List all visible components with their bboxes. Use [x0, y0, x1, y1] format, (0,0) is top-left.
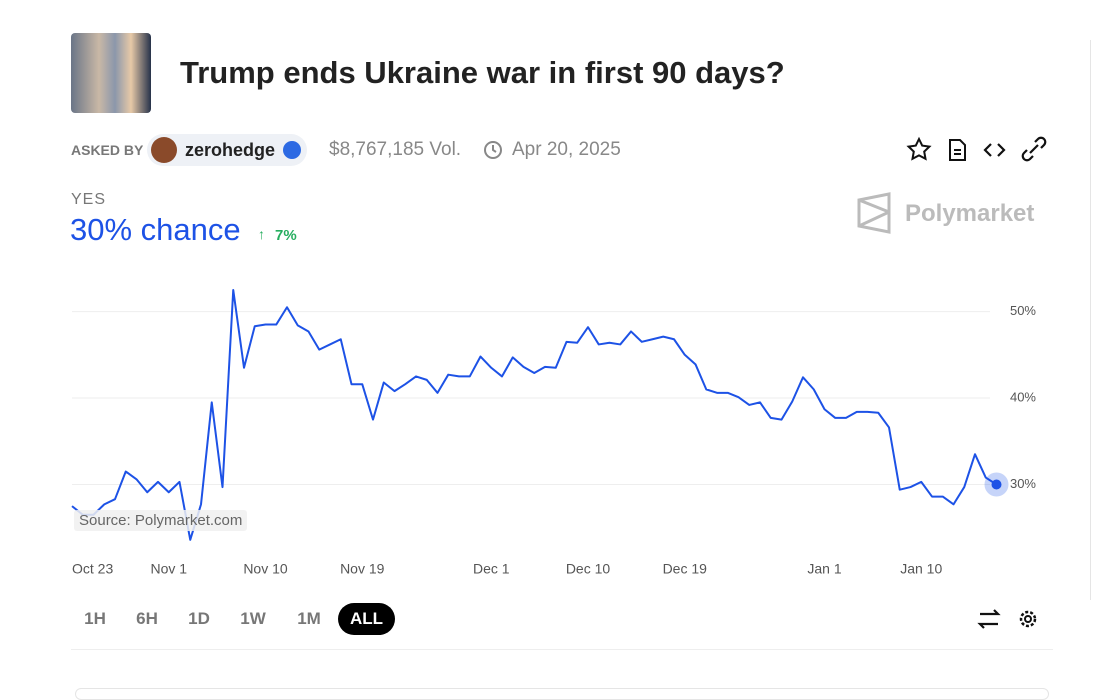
link-icon[interactable] — [1021, 136, 1047, 162]
end-date: Apr 20, 2025 — [512, 139, 621, 160]
chance: 30% chance — [70, 212, 241, 247]
brand-name: Polymarket — [905, 200, 1035, 227]
range-button[interactable]: ALL — [338, 603, 395, 635]
x-tick-label: Jan 1 — [807, 561, 841, 577]
x-tick-label: Oct 23 — [72, 561, 113, 577]
outcome-label: YES — [71, 191, 107, 208]
doc-icon[interactable] — [949, 139, 966, 161]
chart-tools — [977, 609, 1037, 629]
clock-icon — [484, 141, 502, 159]
settings-icon[interactable] — [1019, 610, 1037, 628]
brand-logo — [857, 192, 891, 234]
y-tick-label: 30% — [1010, 476, 1036, 491]
sidebar-edge — [1090, 40, 1091, 600]
range-button[interactable]: 6H — [136, 609, 158, 628]
range-button[interactable]: 1H — [84, 609, 106, 628]
x-tick-label: Jan 10 — [900, 561, 942, 577]
user-name: zerohedge — [185, 140, 276, 160]
change: 7% — [275, 227, 297, 244]
user-chip[interactable]: zerohedge — [147, 134, 307, 166]
market-title: Trump ends Ukraine war in first 90 days? — [180, 55, 785, 90]
range-button[interactable]: 1W — [240, 609, 266, 628]
asked-by: ASKED BY — [71, 142, 144, 158]
market-image — [71, 33, 151, 113]
divider — [71, 649, 1053, 650]
y-tick-label: 50% — [1010, 303, 1036, 318]
y-tick-label: 40% — [1010, 389, 1036, 404]
panel-edge — [75, 688, 1049, 700]
last-point — [991, 479, 1002, 490]
change-arrow: ↑ — [258, 226, 265, 242]
action-icons — [906, 136, 1047, 162]
volume: $8,767,185 Vol. — [329, 139, 462, 160]
price-line — [71, 288, 998, 541]
star-icon[interactable] — [906, 136, 932, 161]
swap-icon[interactable] — [977, 609, 1001, 629]
x-tick-label: Dec 1 — [473, 561, 510, 577]
range-button[interactable]: 1D — [188, 609, 210, 628]
x-tick-label: Nov 1 — [150, 561, 187, 577]
verified-badge — [283, 141, 301, 159]
range-button[interactable]: 1M — [297, 609, 321, 628]
x-tick-label: Dec 10 — [566, 561, 611, 577]
x-tick-label: Nov 19 — [340, 561, 385, 577]
x-tick-label: Dec 19 — [663, 561, 708, 577]
embed-icon[interactable] — [983, 143, 1006, 157]
avatar — [151, 137, 177, 163]
x-tick-label: Nov 10 — [243, 561, 288, 577]
source: Source: Polymarket.com — [74, 510, 248, 531]
